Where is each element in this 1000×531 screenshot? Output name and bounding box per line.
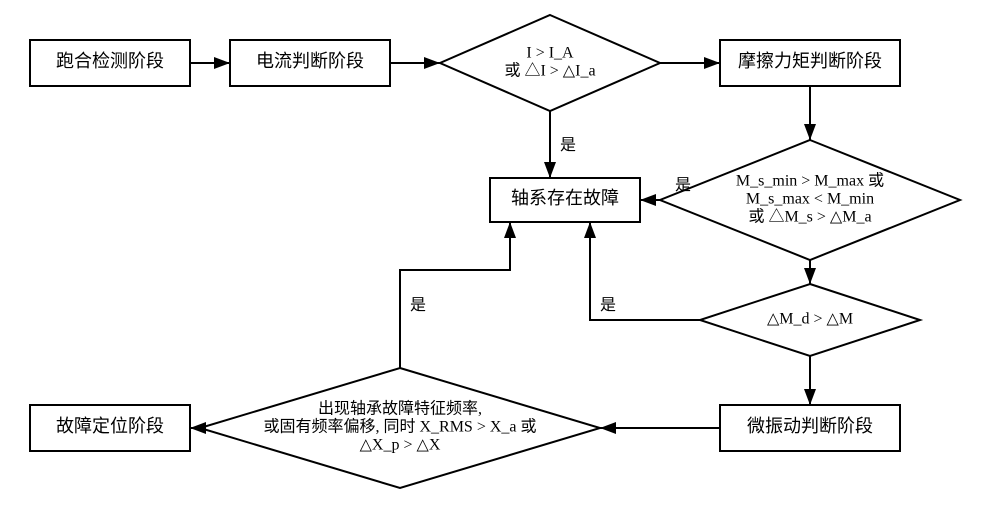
locate-label: 故障定位阶段 (56, 416, 164, 436)
friction-label: 摩擦力矩判断阶段 (738, 51, 882, 71)
d_ms-label: M_s_max < M_min (746, 191, 874, 208)
d_vib-label: △X_p > △X (360, 437, 441, 454)
d_current-label: I > I_A (526, 45, 574, 62)
edge-11 (400, 222, 510, 368)
d_vib-label: 出现轴承故障特征频率, (318, 400, 482, 418)
current-label: 电流判断阶段 (256, 51, 364, 71)
d_current-label: 或 △I > △I_a (504, 62, 595, 80)
edge-label-5: 是 (560, 137, 576, 154)
edge-label-11: 是 (410, 297, 426, 314)
micro-label: 微振动判断阶段 (747, 416, 873, 436)
edge-label-10: 是 (600, 297, 616, 314)
running-label: 跑合检测阶段 (56, 51, 164, 71)
fault-label: 轴系存在故障 (511, 188, 619, 208)
d_ms-label: 或 △M_s > △M_a (748, 208, 871, 226)
d_md-label: △M_d > △M (767, 311, 853, 328)
d_vib-label: 或固有频率偏移, 同时 X_RMS > X_a 或 (263, 418, 536, 436)
edge-label-4: 是 (675, 177, 691, 194)
d_ms-label: M_s_min > M_max 或 (736, 172, 884, 190)
